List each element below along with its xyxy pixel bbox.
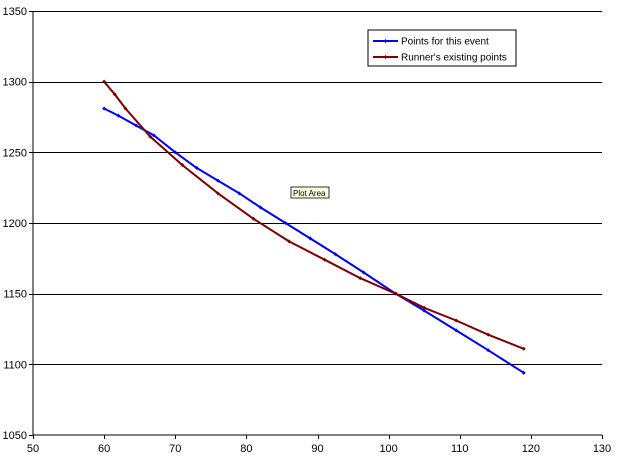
x-tick-label: 110: [451, 443, 469, 455]
plot-area-tooltip: Plot Area: [290, 186, 330, 199]
y-tick-label: 1200: [3, 218, 27, 230]
data-point: [333, 252, 338, 257]
data-point: [521, 346, 526, 351]
legend-label: Runner's existing points: [401, 53, 507, 64]
x-tick-label: 80: [240, 443, 252, 455]
x-axis-ticks: 50 60 70 80 90 100 110 120 130: [27, 435, 611, 455]
y-tick-label: 1050: [3, 430, 27, 442]
legend-item[interactable]: Runner's existing points: [373, 53, 507, 64]
data-point: [215, 191, 220, 196]
data-point: [102, 106, 107, 111]
data-point: [283, 221, 288, 225]
series-2: [102, 79, 526, 351]
data-point: [173, 150, 178, 155]
data-point: [422, 305, 427, 310]
data-point: [116, 113, 121, 118]
data-point: [134, 123, 139, 128]
data-point: [521, 370, 526, 375]
legend-label: Points for this event: [401, 37, 489, 48]
series-layer: [102, 79, 526, 375]
x-tick-label: 70: [169, 443, 181, 455]
data-point: [287, 239, 292, 244]
data-point: [258, 205, 263, 210]
data-point: [237, 191, 242, 196]
series-line: [103, 81, 525, 350]
data-point: [123, 106, 128, 111]
data-point: [486, 332, 491, 337]
data-point: [151, 133, 156, 138]
data-point: [251, 216, 256, 221]
tooltip-box: [290, 186, 330, 199]
x-tick-label: 60: [98, 443, 110, 455]
series-1: [102, 106, 526, 375]
data-point: [180, 163, 185, 168]
y-tick-label: 1300: [3, 77, 27, 89]
data-point: [393, 291, 398, 296]
y-tick-label: 1350: [3, 6, 27, 18]
y-tick-label: 1250: [3, 147, 27, 159]
x-tick-label: 100: [379, 443, 397, 455]
legend-item[interactable]: Points for this event: [373, 37, 489, 48]
legend-box: [367, 29, 517, 67]
data-point: [422, 308, 427, 313]
data-point: [148, 134, 153, 139]
legend-marker: [383, 55, 388, 59]
data-point: [215, 178, 220, 183]
y-tick-label: 1100: [3, 359, 27, 371]
x-tick-label: 50: [27, 443, 39, 455]
data-point: [194, 165, 199, 170]
gridlines: [33, 11, 602, 365]
x-tick-label: 120: [522, 443, 540, 455]
data-point: [322, 257, 327, 262]
legend[interactable]: Points for this event Runner's existing p…: [367, 29, 517, 67]
data-point: [486, 348, 491, 353]
series-line: [103, 107, 525, 374]
x-tick-label: 90: [311, 443, 323, 455]
y-axis-ticks: 1050 1100 1150 1200 1250 1300 1350: [3, 6, 33, 442]
tooltip-label: Plot Area: [293, 189, 326, 198]
data-point: [361, 270, 366, 275]
data-point: [308, 236, 313, 241]
data-point: [454, 328, 459, 333]
data-point: [102, 79, 107, 84]
x-tick-label: 130: [593, 443, 611, 455]
legend-marker: [383, 39, 388, 43]
data-point: [112, 92, 117, 97]
data-point: [358, 276, 363, 281]
y-tick-label: 1150: [3, 289, 27, 301]
data-point: [454, 318, 459, 323]
